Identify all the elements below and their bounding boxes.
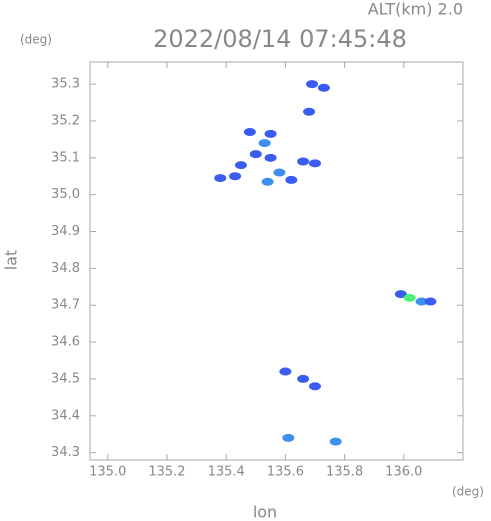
x-axis-label: lon <box>253 503 277 521</box>
echo-cell <box>285 175 298 184</box>
echo-cell <box>424 297 437 306</box>
plot-frame <box>89 61 464 461</box>
x-tick-label: 135.8 <box>326 465 363 480</box>
echo-cell <box>258 139 271 148</box>
y-unit: (deg) <box>20 33 52 47</box>
echo-cell <box>264 129 277 138</box>
y-tick-label: 34.5 <box>51 371 80 386</box>
x-tick-label: 135.4 <box>208 465 245 480</box>
subtitle: ALT(km) 2.0 <box>368 0 463 19</box>
echo-cell <box>306 80 319 89</box>
y-tick-label: 34.9 <box>51 224 80 239</box>
echo-cell <box>308 382 321 391</box>
y-tick-label: 34.6 <box>51 335 80 350</box>
echo-cell <box>261 177 274 186</box>
x-unit: (deg) <box>452 485 484 499</box>
y-tick-label: 34.7 <box>51 298 80 313</box>
y-tick-label: 34.3 <box>51 445 80 460</box>
y-axis-label: lat <box>2 250 21 271</box>
y-tick-label: 35.3 <box>51 77 80 92</box>
echo-cell <box>229 172 242 181</box>
echo-cell <box>297 157 310 166</box>
echo-cell <box>243 128 256 137</box>
echo-cell <box>214 174 227 183</box>
echo-cell <box>282 433 295 442</box>
y-tick-label: 35.0 <box>51 187 80 202</box>
echo-cell <box>329 437 342 446</box>
y-tick-label: 34.8 <box>51 261 80 276</box>
echo-cell <box>273 168 286 177</box>
echo-cell <box>303 107 316 116</box>
echo-cell <box>279 367 292 376</box>
echo-cell <box>394 290 407 299</box>
y-tick-label: 34.4 <box>51 408 80 423</box>
x-tick-label: 135.0 <box>89 465 126 480</box>
chart-title: 2022/08/14 07:45:48 <box>153 25 407 53</box>
x-tick-label: 136.0 <box>385 465 422 480</box>
echo-cell <box>249 150 262 159</box>
x-tick-label: 135.6 <box>267 465 304 480</box>
echo-cell <box>234 161 247 170</box>
echo-cell <box>308 159 321 168</box>
y-tick-label: 35.2 <box>51 113 80 128</box>
echo-cell <box>264 153 277 162</box>
echo-cell <box>403 293 416 302</box>
echo-cell <box>297 374 310 383</box>
echo-cell <box>317 83 330 92</box>
x-tick-label: 135.2 <box>148 465 185 480</box>
echo-cell <box>415 297 428 306</box>
y-tick-label: 35.1 <box>51 150 80 165</box>
